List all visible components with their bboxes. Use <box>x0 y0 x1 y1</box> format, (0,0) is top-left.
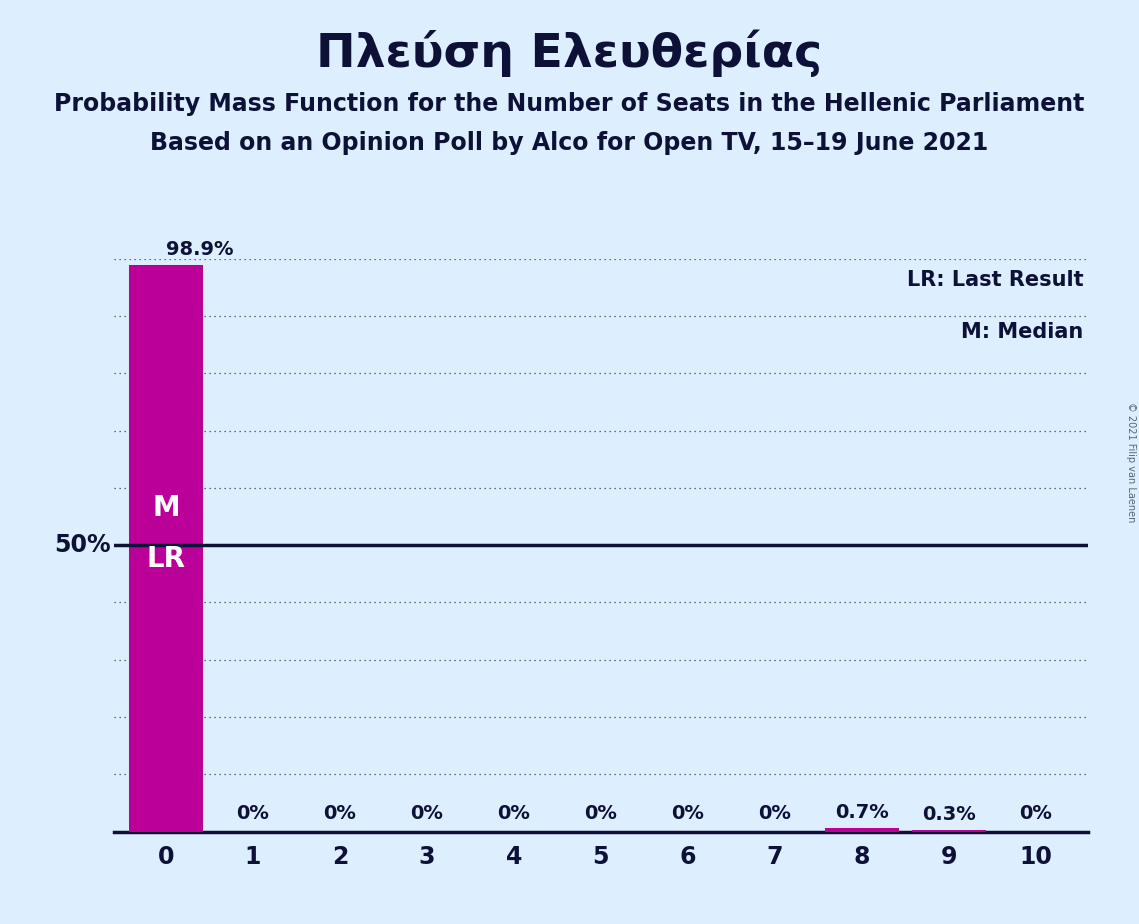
Text: 0%: 0% <box>759 804 792 823</box>
Text: 98.9%: 98.9% <box>166 240 233 260</box>
Bar <box>911 830 985 832</box>
Text: 0%: 0% <box>1019 804 1052 823</box>
Text: 0.3%: 0.3% <box>921 805 975 824</box>
Text: 0%: 0% <box>498 804 531 823</box>
Text: 0%: 0% <box>584 804 617 823</box>
Text: M: M <box>153 494 180 522</box>
Bar <box>825 828 899 832</box>
Text: 50%: 50% <box>55 533 112 557</box>
Text: 0%: 0% <box>671 804 704 823</box>
Text: Probability Mass Function for the Number of Seats in the Hellenic Parliament: Probability Mass Function for the Number… <box>55 92 1084 116</box>
Text: 0%: 0% <box>323 804 357 823</box>
Text: 0%: 0% <box>237 804 270 823</box>
Text: 0.7%: 0.7% <box>835 803 888 821</box>
Text: © 2021 Filip van Laenen: © 2021 Filip van Laenen <box>1126 402 1136 522</box>
Text: 0%: 0% <box>410 804 443 823</box>
Text: Based on an Opinion Poll by Alco for Open TV, 15–19 June 2021: Based on an Opinion Poll by Alco for Ope… <box>150 131 989 155</box>
Text: M: Median: M: Median <box>961 322 1083 342</box>
Text: Πλεύση Ελευθερίας: Πλεύση Ελευθερίας <box>317 30 822 77</box>
Text: LR: LR <box>147 545 186 573</box>
Text: LR: Last Result: LR: Last Result <box>907 270 1083 290</box>
Bar <box>129 265 203 832</box>
